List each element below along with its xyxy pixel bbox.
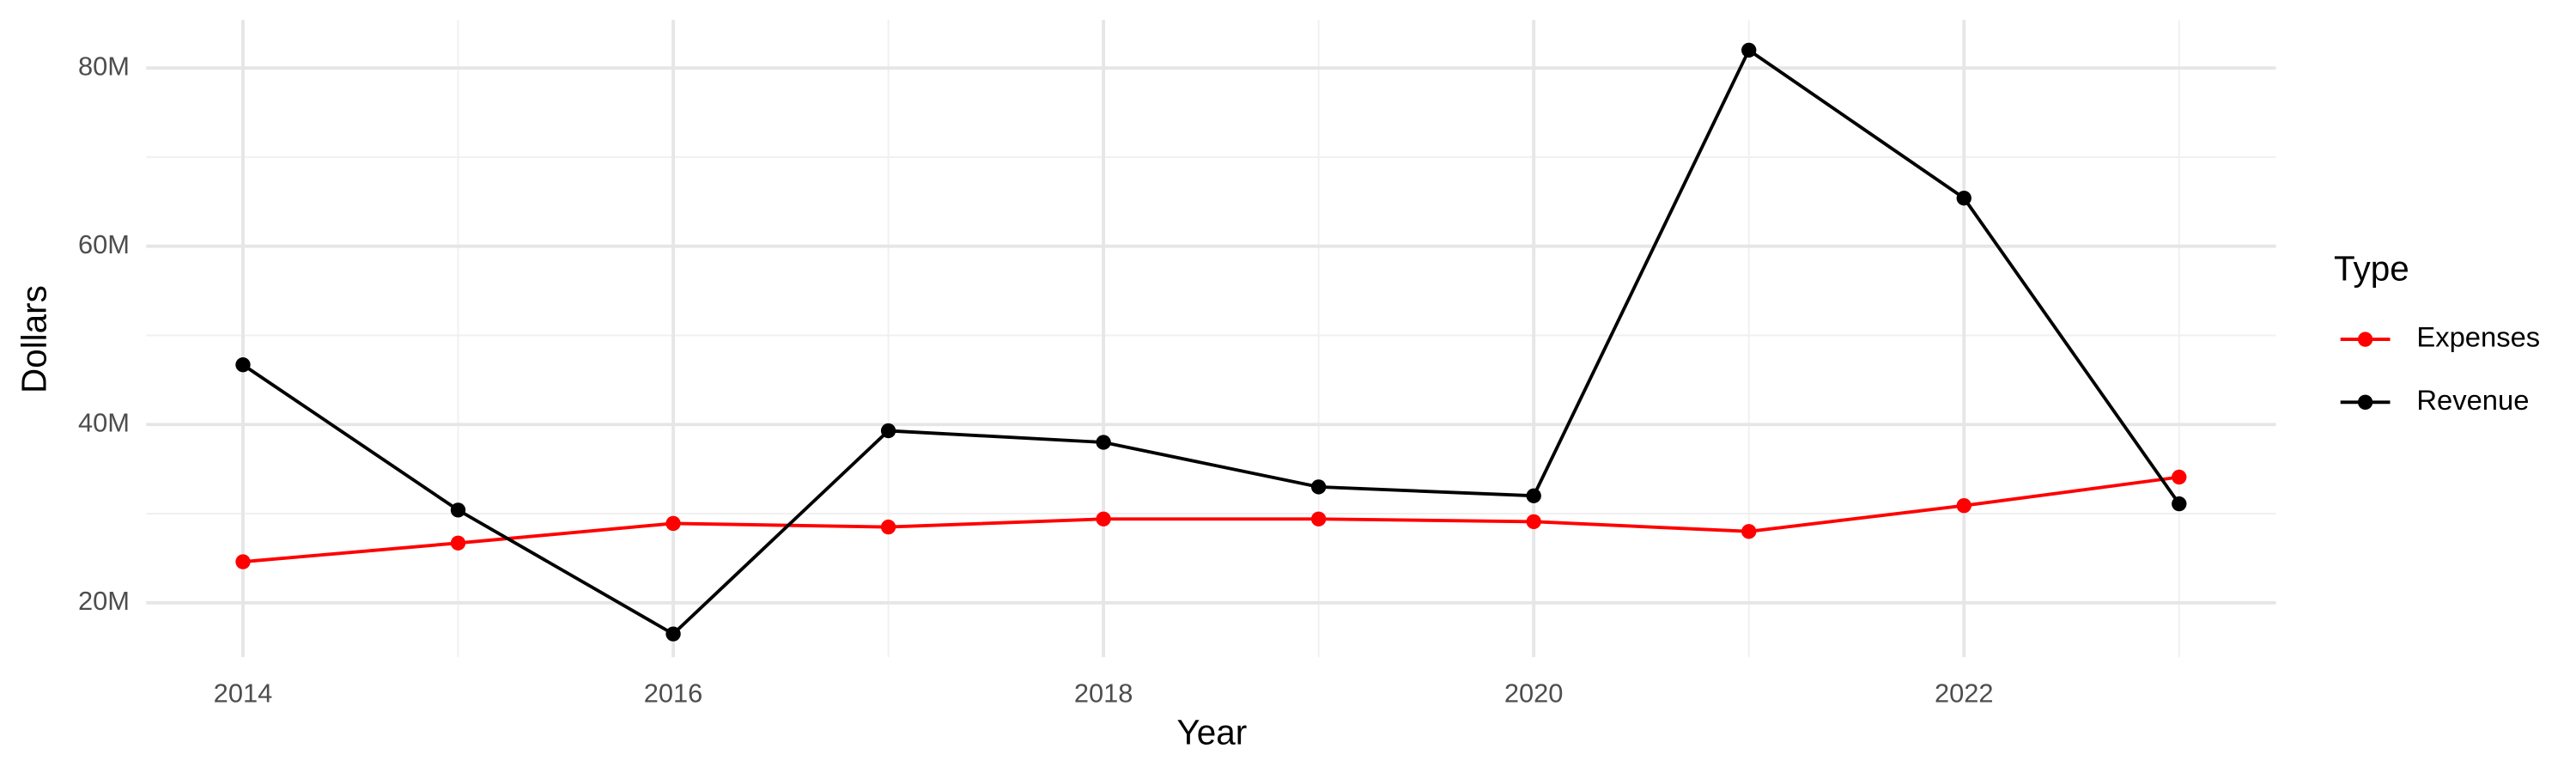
data-point <box>2172 496 2187 512</box>
data-point <box>235 554 251 569</box>
data-point <box>665 515 681 532</box>
data-point <box>1956 498 1971 514</box>
data-point <box>1526 488 1541 503</box>
legend-label: Expenses <box>2416 321 2540 353</box>
y-tick-label: 60M <box>78 229 130 259</box>
data-point <box>2172 469 2187 485</box>
legend-marker <box>2357 332 2373 347</box>
legend-label: Revenue <box>2416 384 2529 416</box>
x-axis-title: Year <box>1176 712 1247 752</box>
y-tick-label: 40M <box>78 407 130 437</box>
data-point <box>1096 435 1111 450</box>
data-point <box>235 357 251 373</box>
x-tick-label: 2014 <box>214 679 273 709</box>
legend-title: Type <box>2334 249 2409 289</box>
data-point <box>1310 479 1327 495</box>
data-point <box>1741 42 1757 58</box>
data-point <box>1310 511 1327 526</box>
data-point <box>1096 511 1111 526</box>
x-tick-label: 2016 <box>644 679 703 709</box>
legend-marker <box>2357 394 2373 410</box>
data-point <box>880 423 896 439</box>
data-point <box>1956 190 1971 206</box>
x-tick-label: 2020 <box>1504 679 1564 709</box>
x-tick-label: 2018 <box>1074 679 1133 709</box>
series-line <box>241 47 2181 636</box>
y-tick-label: 20M <box>78 586 130 616</box>
series-line <box>242 475 2180 563</box>
data-point <box>880 519 896 535</box>
y-tick-label: 80M <box>78 51 130 81</box>
x-tick-label: 2022 <box>1935 679 1994 709</box>
data-point <box>450 502 466 518</box>
data-point <box>1741 524 1757 539</box>
data-point <box>665 626 681 642</box>
data-point <box>450 535 466 551</box>
y-axis-title: Dollars <box>15 285 54 393</box>
data-point <box>1526 514 1541 530</box>
